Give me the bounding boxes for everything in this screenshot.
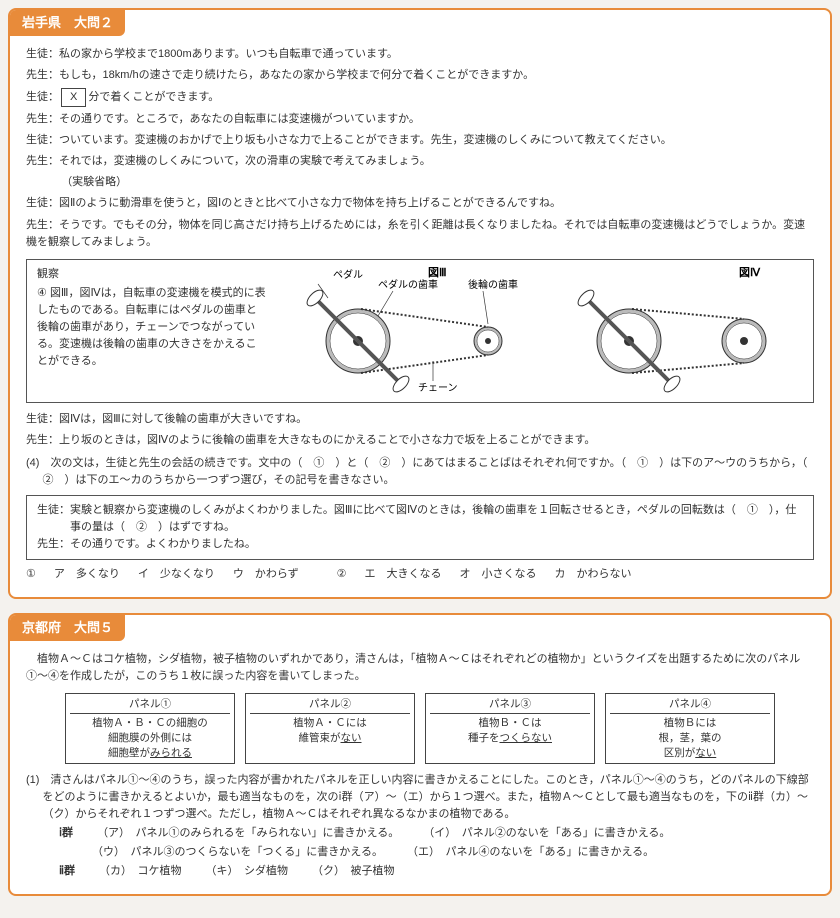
panel-text: 区別が: [664, 747, 696, 759]
fig4-label: 図Ⅳ: [739, 266, 761, 279]
panel-3: パネル③ 植物Ｂ・Ｃは 種子をつくらない: [425, 693, 595, 763]
header-iwate: 岩手県 大問２: [10, 10, 125, 36]
panel-body: 植物Ｂ・Ｃは 種子をつくらない: [430, 716, 590, 745]
dialog-line: 先生：上り坂のときは，図Ⅳのように後輪の歯車を大きなものにかえることで小さな力で…: [26, 432, 814, 449]
panel-body: 植物Ｂには 根，茎，葉の 区別がない: [610, 716, 770, 760]
observation-box: 観察 ④ 図Ⅲ，図Ⅳは，自転車の変速機を模式的に表したものである。自転車にはペダ…: [26, 259, 814, 403]
choice: オ 小さくなる: [460, 566, 537, 583]
observation-body: ④ 図Ⅲ，図Ⅳは，自転車の変速機を模式的に表したものである。自転車にはペダルの歯…: [37, 285, 267, 370]
panel-4: パネル④ 植物Ｂには 根，茎，葉の 区別がない: [605, 693, 775, 763]
observation-number: ④: [37, 285, 47, 302]
panel-underline: ない: [341, 732, 362, 744]
group-i: ⅰ群 （ア） パネル①のみられるを「みられない」に書きかえる。 （イ） パネル②…: [26, 825, 814, 880]
observation-text: 図Ⅲ，図Ⅳは，自転車の変速機を模式的に表したものである。自転車にはペダルの歯車と…: [37, 287, 266, 367]
dialog-text: 分で着くことができます。: [88, 91, 219, 103]
panel-text: 維管束が: [299, 732, 341, 744]
panel-text: 植物Ｂには: [664, 717, 717, 729]
gear-diagram-3: ペダル ペダルの歯車 図Ⅲ 後輪の歯車: [283, 266, 533, 396]
dialog-line: 生徒：ついています。変速機のおかげで上り坂も小さな力で上ることができます。先生，…: [26, 132, 814, 149]
question-4: (4) 次の文は，生徒と先生の会話の続きです。文中の（ ① ）と（ ② ）にあて…: [26, 455, 814, 489]
observation-figures: ペダル ペダルの歯車 図Ⅲ 後輪の歯車: [279, 266, 803, 396]
choice: （キ） シダ植物: [206, 863, 289, 880]
box-line: 先生：その通りです。よくわかりましたね。: [37, 536, 803, 553]
label-pedal: ペダル: [333, 268, 363, 281]
question-1: (1) 清さんはパネル①〜④のうち，誤った内容が書かれたパネルを正しい内容に書き…: [26, 772, 814, 823]
dialog-line: 生徒：図Ⅱのように動滑車を使うと，図Ⅰのときと比べて小さな力で物体を持ち上げるこ…: [26, 195, 814, 212]
dialog-line: 生徒：図Ⅳは，図Ⅲに対して後輪の歯車が大きいですね。: [26, 411, 814, 428]
fig3-label: 図Ⅲ: [428, 266, 447, 279]
panel-text: 植物Ａ・Ｂ・Ｃの細胞の: [92, 717, 208, 729]
choice: ウ かわらず: [233, 566, 299, 583]
choice: カ かわらない: [555, 566, 632, 583]
intro-text: 植物Ａ〜Ｃはコケ植物，シダ植物，被子植物のいずれかであり，清さんは，「植物Ａ〜Ｃ…: [26, 651, 814, 685]
gear-diagram-4: 図Ⅳ: [564, 266, 784, 396]
content-kyoto: 植物Ａ〜Ｃはコケ植物，シダ植物，被子植物のいずれかであり，清さんは，「植物Ａ〜Ｃ…: [10, 641, 830, 894]
panel-text: 種子を: [468, 732, 500, 744]
panel-text: 根，茎，葉の: [659, 732, 722, 744]
speaker-label: 生徒：: [26, 91, 59, 103]
choice: （ア） パネル①のみられるを「みられない」に書きかえる。: [97, 825, 399, 842]
panel-title: パネル②: [250, 696, 410, 714]
panel-underline: みられる: [150, 747, 192, 759]
choices-row: ① ア 多くなり イ 少なくなり ウ かわらず ② エ 大きくなる オ 小さくな…: [26, 566, 814, 583]
choice-group-label: ②: [337, 566, 347, 583]
observation-title: 観察: [37, 266, 267, 283]
choice: ア 多くなり: [54, 566, 120, 583]
problem-iwate: 岩手県 大問２ 生徒：私の家から学校まで1800mあります。いつも自転車で通って…: [8, 8, 832, 599]
dialog-box: 生徒：実験と観察から変速機のしくみがよくわかりました。図Ⅲに比べて図Ⅳのときは，…: [26, 495, 814, 560]
panel-title: パネル④: [610, 696, 770, 714]
observation-text-col: 観察 ④ 図Ⅲ，図Ⅳは，自転車の変速機を模式的に表したものである。自転車にはペダ…: [37, 266, 267, 396]
choice: エ 大きくなる: [365, 566, 442, 583]
dialog-line: 先生：もしも，18km/hの速さで走り続けたら，あなたの家から学校まで何分で着く…: [26, 67, 814, 84]
dialog-note: （実験省略）: [26, 174, 814, 191]
panel-row: パネル① 植物Ａ・Ｂ・Ｃの細胞の 細胞膜の外側には 細胞壁がみられる パネル② …: [26, 693, 814, 763]
choice: イ 少なくなり: [138, 566, 215, 583]
choice: （イ） パネル②のないを「ある」に書きかえる。: [423, 825, 670, 842]
dialog-line: 先生：それでは，変速機のしくみについて，次の滑車の実験で考えてみましょう。: [26, 153, 814, 170]
label-rear-gear: 後輪の歯車: [468, 278, 518, 291]
panel-title: パネル①: [70, 696, 230, 714]
panel-text: 細胞膜の外側には: [108, 732, 192, 744]
panel-title: パネル③: [430, 696, 590, 714]
panel-2: パネル② 植物Ａ・Ｃには 維管束がない: [245, 693, 415, 763]
panel-underline: ない: [695, 747, 716, 759]
blank-x: X: [61, 88, 86, 107]
panel-underline: つくらない: [500, 732, 553, 744]
choice: （エ） パネル④のないを「ある」に書きかえる。: [407, 844, 654, 861]
panel-text: 細胞壁が: [108, 747, 150, 759]
panel-text: 植物Ａ・Ｃには: [293, 717, 367, 729]
panel-body: 植物Ａ・Ｃには 維管束がない: [250, 716, 410, 745]
header-kyoto: 京都府 大問５: [10, 615, 125, 641]
choice: （ウ） パネル③のつくらないを「つくる」に書きかえる。: [92, 844, 383, 861]
label-pedal-gear: ペダルの歯車: [378, 278, 438, 291]
panel-text: 植物Ｂ・Ｃは: [479, 717, 542, 729]
choice-group-label: ①: [26, 566, 36, 583]
choice: （ク） 被子植物: [312, 863, 395, 880]
choice: （カ） コケ植物: [99, 863, 182, 880]
dialog-line: 生徒：私の家から学校まで1800mあります。いつも自転車で通っています。: [26, 46, 814, 63]
label-chain: チェーン: [418, 382, 458, 394]
box-line: 生徒：実験と観察から変速機のしくみがよくわかりました。図Ⅲに比べて図Ⅳのときは，…: [37, 502, 803, 536]
group-label: ⅱ群: [59, 863, 75, 880]
dialog-line: 生徒：X分で着くことができます。: [26, 88, 814, 107]
panel-body: 植物Ａ・Ｂ・Ｃの細胞の 細胞膜の外側には 細胞壁がみられる: [70, 716, 230, 760]
content-iwate: 生徒：私の家から学校まで1800mあります。いつも自転車で通っています。 先生：…: [10, 36, 830, 597]
figure-4-wrap: 図Ⅳ: [545, 266, 803, 396]
figure-3-wrap: ペダル ペダルの歯車 図Ⅲ 後輪の歯車: [279, 266, 537, 396]
group-label: ⅰ群: [59, 825, 73, 842]
dialog-line: 先生：そうです。でもその分，物体を同じ高さだけ持ち上げるためには，糸を引く距離は…: [26, 217, 814, 251]
dialog-line: 先生：その通りです。ところで，あなたの自転車には変速機がついていますか。: [26, 111, 814, 128]
panel-1: パネル① 植物Ａ・Ｂ・Ｃの細胞の 細胞膜の外側には 細胞壁がみられる: [65, 693, 235, 763]
problem-kyoto: 京都府 大問５ 植物Ａ〜Ｃはコケ植物，シダ植物，被子植物のいずれかであり，清さん…: [8, 613, 832, 896]
